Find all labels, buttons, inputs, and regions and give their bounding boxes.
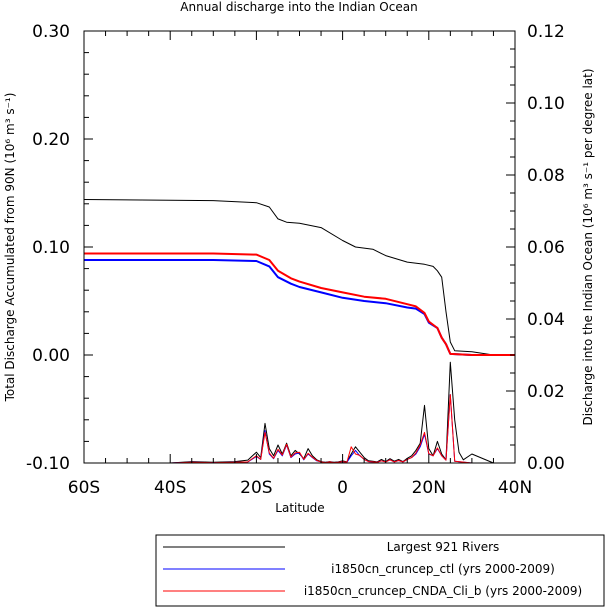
series-line-0 xyxy=(83,199,515,356)
series-line-3 xyxy=(84,361,515,464)
series-line-2 xyxy=(84,252,515,356)
y-left-tick-label: 0.00 xyxy=(32,346,70,366)
legend-label: i1850cn_cruncep_ctl (yrs 2000-2009) xyxy=(331,562,555,576)
x-axis-ticks: 60S 40S 20S 0 20N 40N xyxy=(68,31,532,498)
y-axis-left-ticks: -0.10 0.00 0.10 0.20 0.30 xyxy=(26,22,93,474)
y-axis-left-label: Total Discharge Accumulated from 90N (10… xyxy=(3,93,17,403)
x-tick-label: 20S xyxy=(240,478,272,498)
y-right-tick-label: 0.08 xyxy=(527,166,565,186)
x-tick-label: 60S xyxy=(68,478,100,498)
x-axis-label: Latitude xyxy=(275,501,324,515)
y-right-tick-label: 0.06 xyxy=(527,238,565,258)
legend: Largest 921 Rivers i1850cn_cruncep_ctl (y… xyxy=(155,534,605,607)
y-right-tick-label: 0.02 xyxy=(527,382,565,402)
legend-label: Largest 921 Rivers xyxy=(387,540,500,554)
x-tick-label: 40N xyxy=(498,478,532,498)
y-right-tick-label: 0.12 xyxy=(527,22,565,42)
legend-label: i1850cn_cruncep_CNDA_Cli_b (yrs 2000-200… xyxy=(304,584,582,598)
y-axis-right-ticks: 0.00 0.02 0.04 0.06 0.08 0.10 0.12 xyxy=(506,22,565,474)
chart-title: Annual discharge into the Indian Ocean xyxy=(180,0,417,14)
y-left-tick-label: 0.30 xyxy=(32,22,70,42)
x-tick-label: 40S xyxy=(154,478,186,498)
y-left-tick-label: 0.10 xyxy=(32,238,70,258)
y-right-tick-label: 0.04 xyxy=(527,310,565,330)
y-axis-right-label: Discharge into the Indian Ocean (10⁶ m³ … xyxy=(581,68,595,425)
x-tick-label: 0 xyxy=(337,478,348,498)
series-line-5 xyxy=(84,394,515,464)
plot-series xyxy=(83,199,515,464)
y-right-tick-label: 0.10 xyxy=(527,94,565,114)
y-left-tick-label: 0.20 xyxy=(32,130,70,150)
x-tick-label: 20N xyxy=(412,478,446,498)
y-right-tick-label: 0.00 xyxy=(527,454,565,474)
y-left-tick-label: -0.10 xyxy=(26,454,70,474)
